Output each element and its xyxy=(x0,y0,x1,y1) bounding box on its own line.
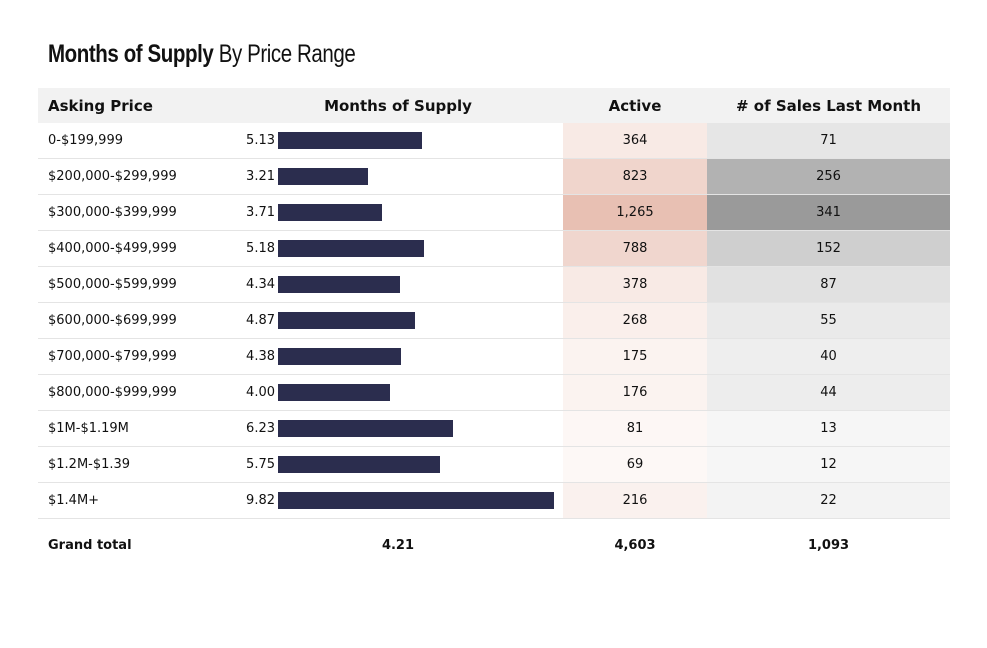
mos-bar xyxy=(278,204,383,221)
price-range: $1.2M-$1.39 xyxy=(38,446,233,483)
table-row: $1M-$1.19M 6.23 81 13 xyxy=(38,410,950,447)
table-row: $800,000-$999,999 4.00 176 44 xyxy=(38,374,950,411)
table-row: $600,000-$699,999 4.87 268 55 xyxy=(38,302,950,339)
active-cell: 81 xyxy=(563,410,707,447)
mos-value: 9.82 xyxy=(246,493,275,508)
active-cell: 788 xyxy=(563,230,707,267)
price-range: $700,000-$799,999 xyxy=(38,338,233,375)
mos-value: 3.71 xyxy=(246,205,275,220)
mos-bar xyxy=(278,492,554,509)
sales-cell: 44 xyxy=(707,374,950,411)
mos-value: 4.34 xyxy=(246,277,275,292)
mos-value: 4.87 xyxy=(246,313,275,328)
sales-cell: 55 xyxy=(707,302,950,339)
sales-cell: 87 xyxy=(707,266,950,303)
active-cell: 268 xyxy=(563,302,707,339)
sales-cell: 152 xyxy=(707,230,950,267)
active-cell: 823 xyxy=(563,158,707,195)
table-row: $500,000-$599,999 4.34 378 87 xyxy=(38,266,950,303)
mos-value: 5.75 xyxy=(246,457,275,472)
header-months-of-supply: Months of Supply xyxy=(233,88,563,123)
header-sales: # of Sales Last Month xyxy=(707,88,950,123)
price-range: 0-$199,999 xyxy=(38,123,233,159)
header-row: Asking Price Months of Supply Active # o… xyxy=(38,88,950,123)
mos-bar xyxy=(278,384,391,401)
sales-cell: 256 xyxy=(707,158,950,195)
mos-bar xyxy=(278,132,423,149)
table-row: $300,000-$399,999 3.71 1,265 341 xyxy=(38,194,950,231)
mos-bar xyxy=(278,420,454,437)
mos-value: 4.00 xyxy=(246,385,275,400)
header-active: Active xyxy=(563,88,707,123)
supply-table: Asking Price Months of Supply Active # o… xyxy=(38,88,950,571)
mos-bar xyxy=(278,456,440,473)
mos-bar xyxy=(278,276,400,293)
mos-value: 5.13 xyxy=(246,133,275,148)
header-asking-price: Asking Price xyxy=(38,88,233,123)
price-range: $400,000-$499,999 xyxy=(38,230,233,267)
active-cell: 1,265 xyxy=(563,194,707,231)
table-row: $700,000-$799,999 4.38 175 40 xyxy=(38,338,950,375)
table-row: $1.4M+ 9.82 216 22 xyxy=(38,482,950,519)
price-range: $800,000-$999,999 xyxy=(38,374,233,411)
total-sales: 1,093 xyxy=(807,537,850,553)
mos-bar xyxy=(278,168,369,185)
total-mos: 4.21 xyxy=(381,537,415,553)
price-range: $500,000-$599,999 xyxy=(38,266,233,303)
mos-value: 3.21 xyxy=(246,169,275,184)
price-range: $200,000-$299,999 xyxy=(38,158,233,195)
active-cell: 364 xyxy=(563,123,707,159)
table-row: $200,000-$299,999 3.21 823 256 xyxy=(38,158,950,195)
price-range: $1M-$1.19M xyxy=(38,410,233,447)
mos-bar xyxy=(278,312,415,329)
active-cell: 176 xyxy=(563,374,707,411)
page-title: Months of Supply By Price Range xyxy=(48,40,356,68)
total-label: Grand total xyxy=(48,537,132,553)
sales-cell: 12 xyxy=(707,446,950,483)
mos-value: 5.18 xyxy=(246,241,275,256)
total-active: 4,603 xyxy=(614,537,656,553)
active-cell: 69 xyxy=(563,446,707,483)
active-cell: 175 xyxy=(563,338,707,375)
mos-value: 6.23 xyxy=(246,421,275,436)
active-cell: 378 xyxy=(563,266,707,303)
active-cell: 216 xyxy=(563,482,707,519)
table-row: $400,000-$499,999 5.18 788 152 xyxy=(38,230,950,267)
grand-total-row: Grand total 4.21 4,603 1,093 xyxy=(38,519,950,572)
price-range: $600,000-$699,999 xyxy=(38,302,233,339)
sales-cell: 71 xyxy=(707,123,950,159)
table-row: 0-$199,999 5.13 364 71 xyxy=(38,123,950,159)
mos-value: 4.38 xyxy=(246,349,275,364)
sales-cell: 13 xyxy=(707,410,950,447)
sales-cell: 341 xyxy=(707,194,950,231)
price-range: $1.4M+ xyxy=(38,482,233,519)
price-range: $300,000-$399,999 xyxy=(38,194,233,231)
mos-bar xyxy=(278,240,424,257)
sales-cell: 22 xyxy=(707,482,950,519)
table-row: $1.2M-$1.39 5.75 69 12 xyxy=(38,446,950,483)
sales-cell: 40 xyxy=(707,338,950,375)
mos-bar xyxy=(278,348,402,365)
